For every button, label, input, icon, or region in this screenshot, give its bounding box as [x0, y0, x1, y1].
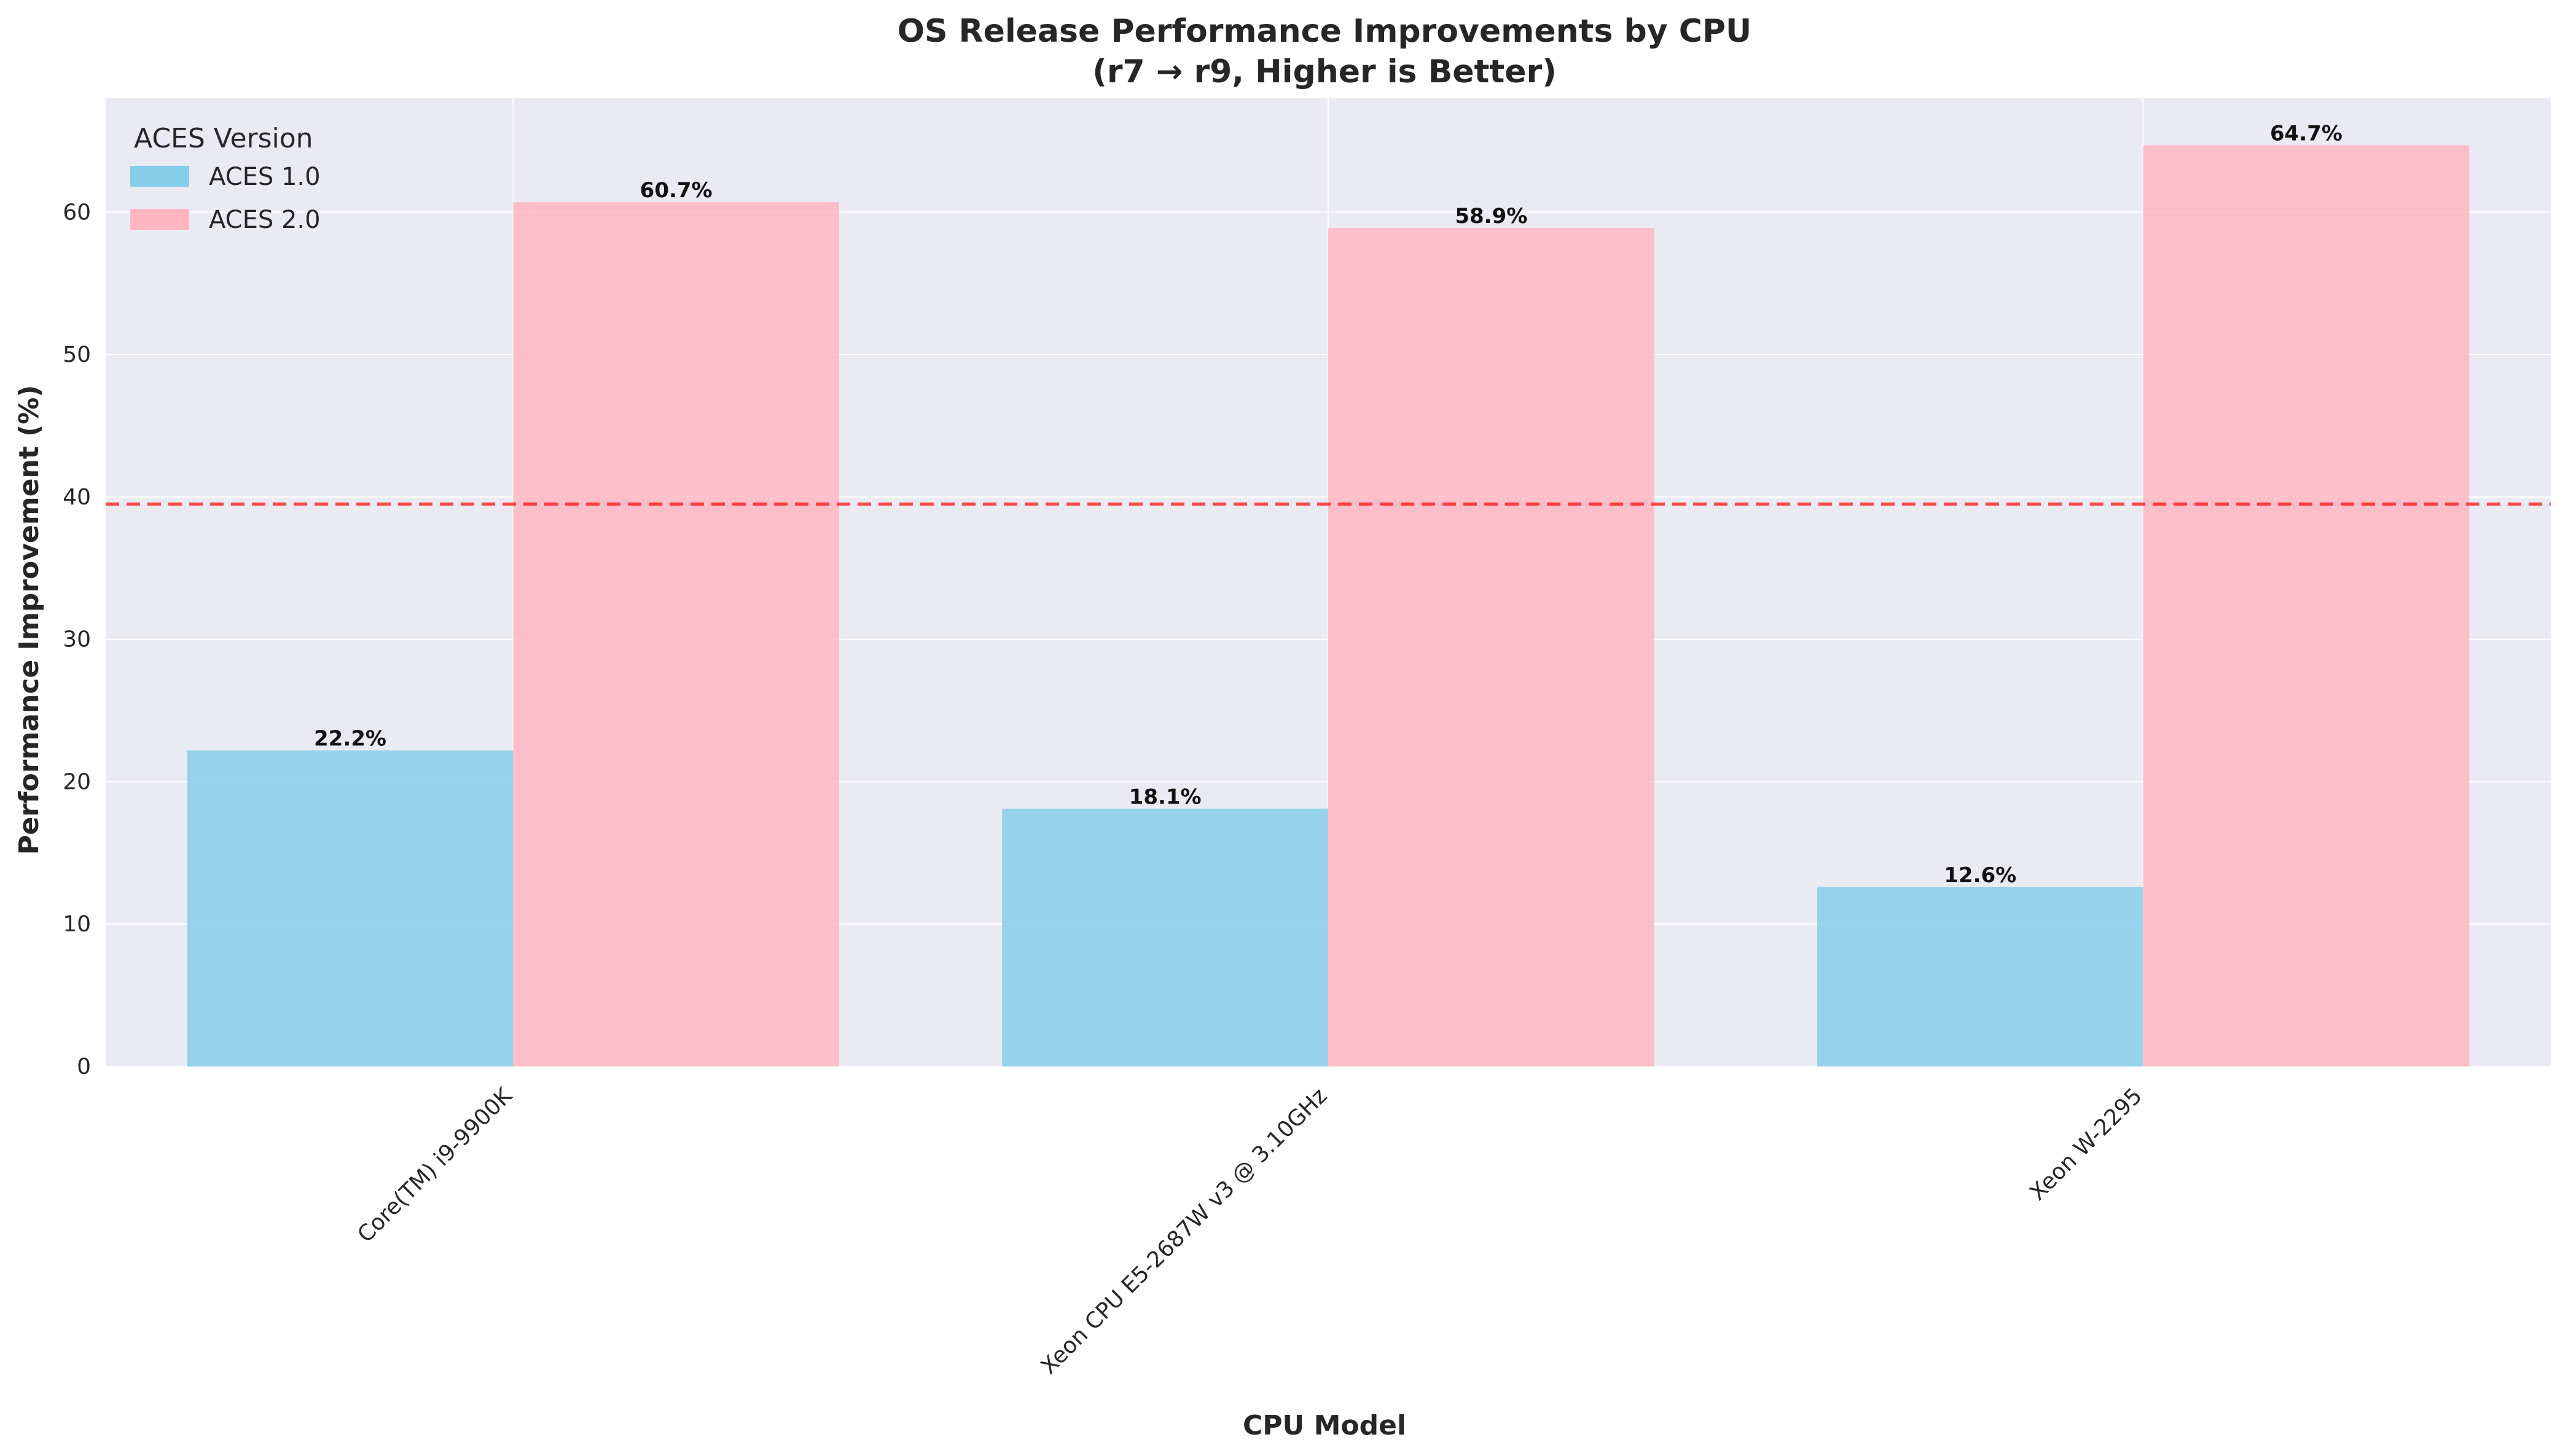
data-label-aces-2-0: 64.7%: [2270, 121, 2342, 146]
chart-title: OS Release Performance Improvements by C…: [898, 13, 1751, 50]
bar-aces-2-0: [2143, 145, 2470, 1067]
bar-layer: [187, 145, 2470, 1067]
data-label-aces-2-0: 58.9%: [1455, 204, 1527, 229]
bar-aces-2-0: [513, 202, 839, 1067]
chart-subtitle: (r7 → r9, Higher is Better): [1092, 53, 1557, 90]
legend-swatch-aces-2: [130, 209, 189, 230]
legend-label-aces-1: ACES 1.0: [209, 163, 321, 191]
bar-aces-2-0: [1328, 227, 1654, 1067]
data-label-aces-1-0: 18.1%: [1129, 785, 1202, 810]
y-tick-label: 0: [77, 1054, 91, 1079]
x-tick-label: Core(TM) i9-9900K: [353, 1082, 517, 1247]
bar-aces-1-0: [1817, 887, 2143, 1067]
y-tick-label: 30: [63, 627, 91, 652]
data-label-layer: 22.2% 60.7% 18.1% 58.9% 12.6% 64.7%: [314, 121, 2342, 887]
bar-aces-1-0: [1002, 808, 1328, 1067]
y-axis-label: Performance Improvement (%): [14, 385, 45, 855]
data-label-aces-1-0: 22.2%: [314, 726, 386, 751]
y-tick-label: 20: [63, 769, 91, 794]
x-axis-label: CPU Model: [1243, 1410, 1406, 1441]
y-tick-label: 10: [63, 912, 91, 937]
legend: ACES Version ACES 1.0 ACES 2.0: [130, 123, 321, 234]
bar-aces-1-0: [187, 750, 514, 1067]
y-tick-label: 50: [63, 342, 91, 367]
legend-swatch-aces-1: [130, 166, 189, 187]
x-tick-label: Xeon CPU E5-2687W v3 @ 3.10GHz: [1036, 1083, 1332, 1379]
x-tick-label: Xeon W-2295: [2025, 1083, 2147, 1205]
legend-label-aces-2: ACES 2.0: [209, 206, 321, 234]
y-tick-label: 40: [63, 485, 91, 510]
data-label-aces-2-0: 60.7%: [640, 178, 713, 203]
y-tick-label: 60: [63, 200, 91, 225]
data-label-aces-1-0: 12.6%: [1944, 863, 2016, 888]
legend-title: ACES Version: [134, 123, 313, 154]
